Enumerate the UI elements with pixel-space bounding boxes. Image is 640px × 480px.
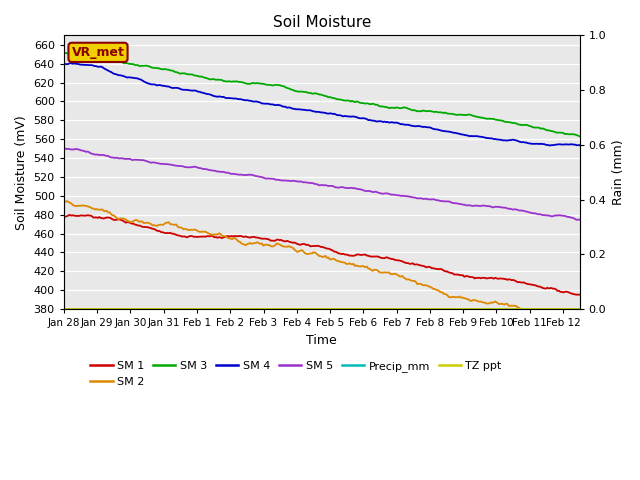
SM 1 [60,214,68,219]
SM 2 [364,265,372,271]
SM 2 [298,247,306,253]
Line: SM 3: SM 3 [64,52,580,136]
SM 1 [300,241,307,247]
SM 4 [66,60,74,66]
Y-axis label: Soil Moisture (mV): Soil Moisture (mV) [15,115,28,229]
SM 3 [337,97,344,103]
SM 5 [366,188,374,194]
Text: VR_met: VR_met [72,46,124,59]
X-axis label: Time: Time [307,334,337,347]
SM 3 [300,89,307,95]
SM 3 [570,132,577,137]
SM 1 [555,288,563,294]
SM 4 [576,143,584,148]
SM 2 [60,198,68,204]
SM 5 [576,217,584,223]
SM 5 [61,146,69,152]
SM 3 [60,49,68,55]
Line: SM 5: SM 5 [64,149,580,220]
SM 5 [300,180,307,185]
SM 2 [335,258,342,264]
SM 4 [337,112,344,118]
SM 3 [576,133,584,139]
Title: Soil Moisture: Soil Moisture [273,15,371,30]
SM 5 [337,184,344,190]
Line: SM 1: SM 1 [64,215,580,295]
Line: SM 2: SM 2 [64,201,580,324]
SM 1 [66,212,74,218]
SM 3 [72,49,79,55]
SM 3 [366,101,374,107]
SM 3 [555,130,563,135]
SM 1 [337,251,344,256]
SM 5 [60,146,68,152]
SM 4 [199,90,207,96]
SM 2 [576,321,584,326]
SM 4 [300,107,307,113]
SM 1 [366,253,374,259]
SM 3 [199,74,207,80]
SM 4 [572,142,579,147]
SM 5 [573,217,580,223]
Line: SM 4: SM 4 [64,63,580,145]
Legend: SM 1, SM 2, SM 3, SM 4, SM 5, Precip_mm, TZ ppt: SM 1, SM 2, SM 3, SM 4, SM 5, Precip_mm,… [86,357,506,391]
SM 1 [576,292,584,298]
SM 4 [547,143,554,148]
SM 2 [568,320,576,326]
SM 5 [199,166,207,172]
SM 5 [555,212,563,218]
SM 4 [366,117,374,123]
SM 1 [570,291,577,297]
SM 2 [574,321,582,327]
SM 4 [60,61,68,67]
SM 4 [557,142,564,147]
SM 2 [554,316,561,322]
SM 2 [198,229,205,235]
Y-axis label: Rain (mm): Rain (mm) [612,139,625,205]
SM 5 [570,216,577,221]
SM 1 [199,234,207,240]
